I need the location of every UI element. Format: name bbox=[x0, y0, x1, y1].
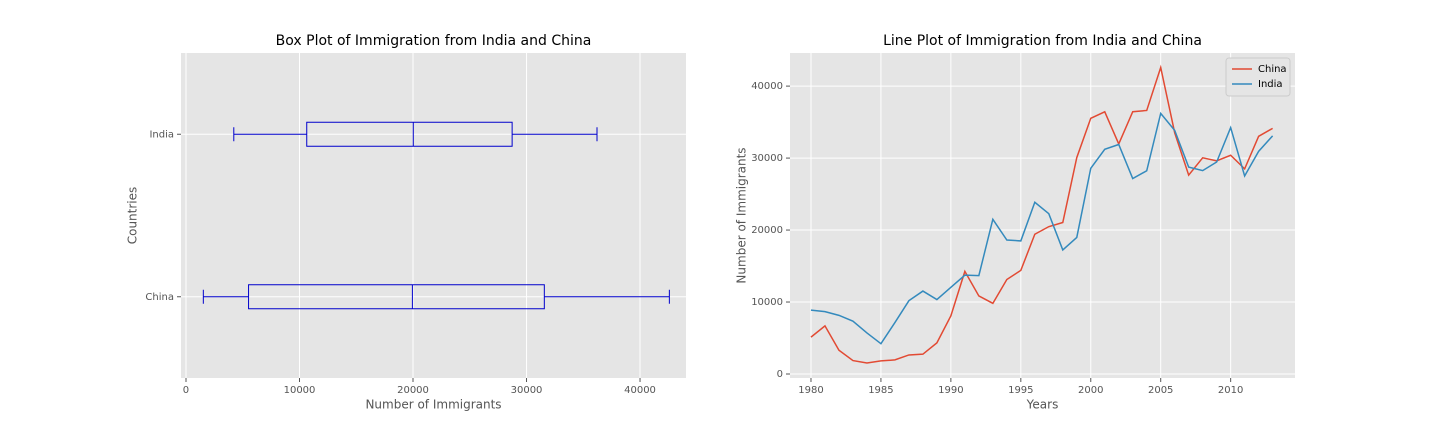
box bbox=[306, 121, 513, 147]
x-tick-label: 1980 bbox=[798, 385, 823, 396]
y-axis-label: Countries bbox=[126, 187, 140, 245]
line-series bbox=[810, 111, 1274, 345]
x-tick-label: 2005 bbox=[1148, 385, 1173, 396]
y-tick-label: 40000 bbox=[751, 81, 783, 92]
x-tick-label: 30000 bbox=[511, 385, 543, 396]
plot-area bbox=[790, 53, 1295, 378]
legend-label: China bbox=[1258, 64, 1287, 75]
box bbox=[248, 284, 545, 310]
x-tick-label: 2000 bbox=[1078, 385, 1103, 396]
y-tick-label: India bbox=[149, 129, 174, 140]
x-tick-label: 20000 bbox=[397, 385, 429, 396]
x-axis-label: Number of Immigrants bbox=[365, 398, 501, 412]
x-tick-label: 1985 bbox=[868, 385, 893, 396]
x-tick-label: 10000 bbox=[284, 385, 316, 396]
chart-title: Line Plot of Immigration from India and … bbox=[883, 33, 1202, 49]
legend-label: India bbox=[1258, 79, 1283, 90]
y-tick-label: 30000 bbox=[751, 153, 783, 164]
y-tick-label: 10000 bbox=[751, 297, 783, 308]
line-series bbox=[810, 64, 1273, 364]
plot-area bbox=[181, 53, 686, 378]
x-axis-label: Years bbox=[1026, 398, 1059, 412]
y-tick-label: China bbox=[145, 292, 174, 303]
legend-box bbox=[1225, 57, 1291, 97]
x-tick-label: 1995 bbox=[1008, 385, 1033, 396]
x-tick-label: 1990 bbox=[938, 385, 963, 396]
x-tick-label: 0 bbox=[183, 385, 189, 396]
x-tick-label: 40000 bbox=[624, 385, 656, 396]
y-tick-label: 0 bbox=[777, 369, 783, 380]
x-tick-label: 2010 bbox=[1218, 385, 1243, 396]
chart-title: Box Plot of Immigration from India and C… bbox=[276, 33, 592, 49]
y-tick-label: 20000 bbox=[751, 225, 783, 236]
y-axis-label: Number of Immigrants bbox=[735, 147, 749, 283]
